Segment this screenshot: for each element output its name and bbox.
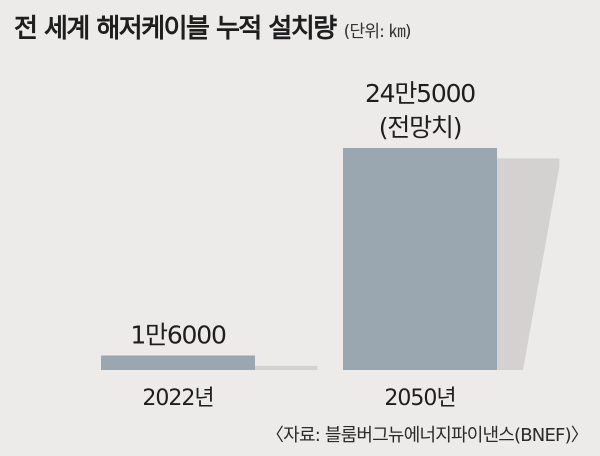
bar-shadow — [497, 158, 560, 370]
source-note: 〈자료: 블룸버그뉴에너지파이낸스(BNEF)〉 — [265, 425, 589, 446]
unit-label: (단위: ㎞) — [343, 22, 412, 42]
data-label: (전망치) — [379, 113, 462, 142]
bar-2050년 — [343, 148, 497, 370]
bar-shadow — [255, 365, 318, 370]
chart-title: 전 세계 해저케이블 누적 설치량 — [14, 14, 337, 44]
data-label: 24만5000 — [365, 79, 475, 108]
category-label: 2050년 — [384, 386, 455, 411]
category-label: 2022년 — [142, 386, 213, 411]
bar-2022년 — [101, 355, 255, 370]
data-label: 1만6000 — [130, 321, 226, 350]
title-row: 전 세계 해저케이블 누적 설치량 (단위: ㎞) — [14, 8, 412, 45]
